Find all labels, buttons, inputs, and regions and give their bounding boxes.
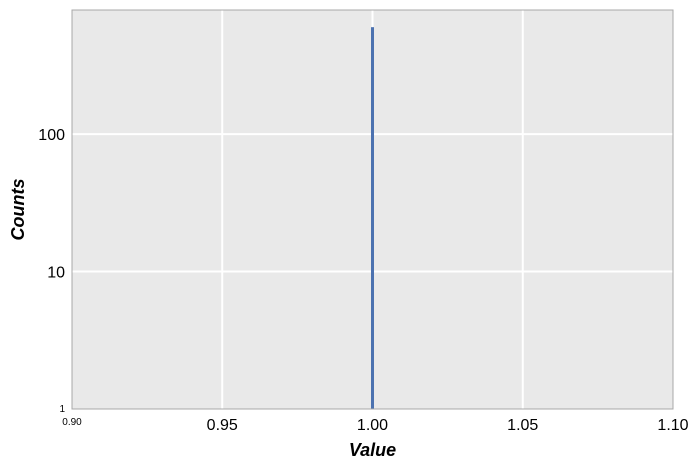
y-tick-labels: 1 10 100 (38, 127, 65, 415)
y-tick-label: 100 (38, 127, 65, 144)
histogram-bar (371, 27, 374, 410)
x-tick-labels: 0.90 0.95 1.00 1.05 1.10 (62, 417, 688, 434)
x-tick-label: 1.10 (657, 417, 688, 434)
x-axis-label: Value (349, 440, 396, 460)
plot-frame (71, 9, 674, 410)
y-axis-label: Counts (8, 179, 28, 241)
bars (371, 27, 374, 410)
x-tick-label: 0.95 (207, 417, 238, 434)
x-tick-label: 1.05 (507, 417, 538, 434)
y-tick-label: 1 (59, 404, 65, 415)
x-tick-label: 1.00 (357, 417, 388, 434)
y-tick-label: 10 (47, 265, 65, 282)
x-tick-label: 0.90 (62, 417, 82, 428)
